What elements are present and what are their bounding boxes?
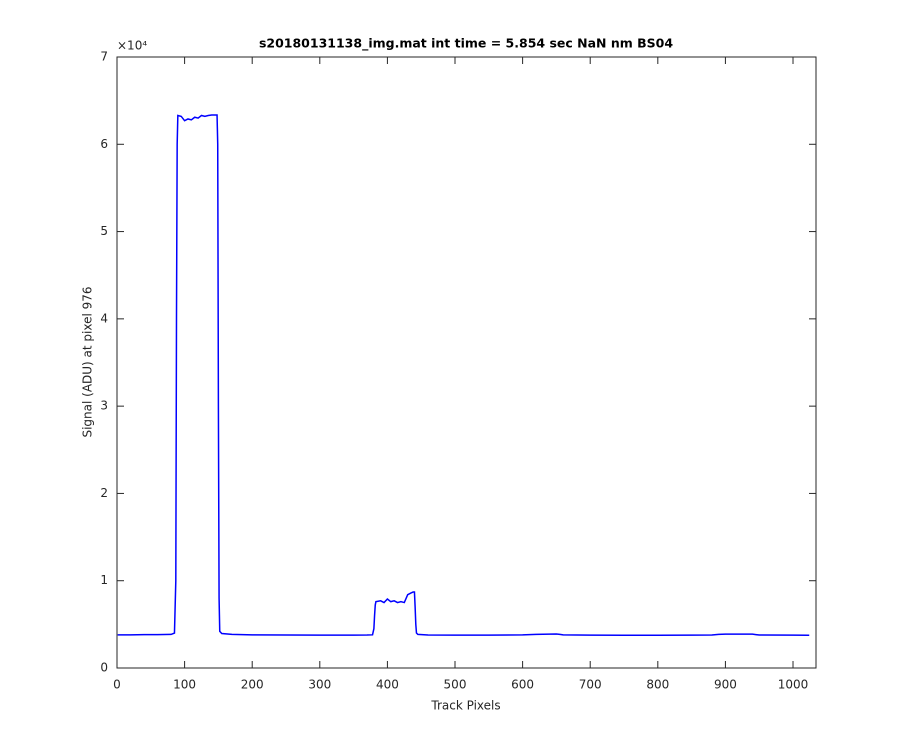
x-tick-label: 800 xyxy=(646,678,669,692)
x-tick-label: 100 xyxy=(173,678,196,692)
x-tick-label: 600 xyxy=(511,678,534,692)
chart-title: s20180131138_img.mat int time = 5.854 se… xyxy=(259,36,673,52)
x-tick-label: 700 xyxy=(579,678,602,692)
y-tick-label: 0 xyxy=(100,661,108,675)
x-tick-label: 200 xyxy=(241,678,264,692)
data-line xyxy=(117,114,810,637)
x-tick-label: 900 xyxy=(714,678,737,692)
x-tick-label: 300 xyxy=(308,678,331,692)
y-axis-label: Signal (ADU) at pixel 976 xyxy=(81,286,95,437)
x-tick-label: 0 xyxy=(113,678,121,692)
y-tick-label: 2 xyxy=(100,486,108,500)
x-tick-label: 400 xyxy=(376,678,399,692)
y-tick-label: 4 xyxy=(100,311,108,325)
y-tick-label: 7 xyxy=(100,50,108,64)
y-multiplier: ×10⁴ xyxy=(117,39,147,53)
y-tick-label: 6 xyxy=(100,137,108,151)
plot-area xyxy=(116,56,817,669)
x-axis-label: Track Pixels xyxy=(430,699,500,713)
y-tick-label: 3 xyxy=(100,399,108,413)
y-tick-label: 1 xyxy=(100,573,108,587)
x-tick-label: 1000 xyxy=(778,678,809,692)
y-tick-label: 5 xyxy=(100,224,108,238)
x-tick-label: 500 xyxy=(444,678,467,692)
